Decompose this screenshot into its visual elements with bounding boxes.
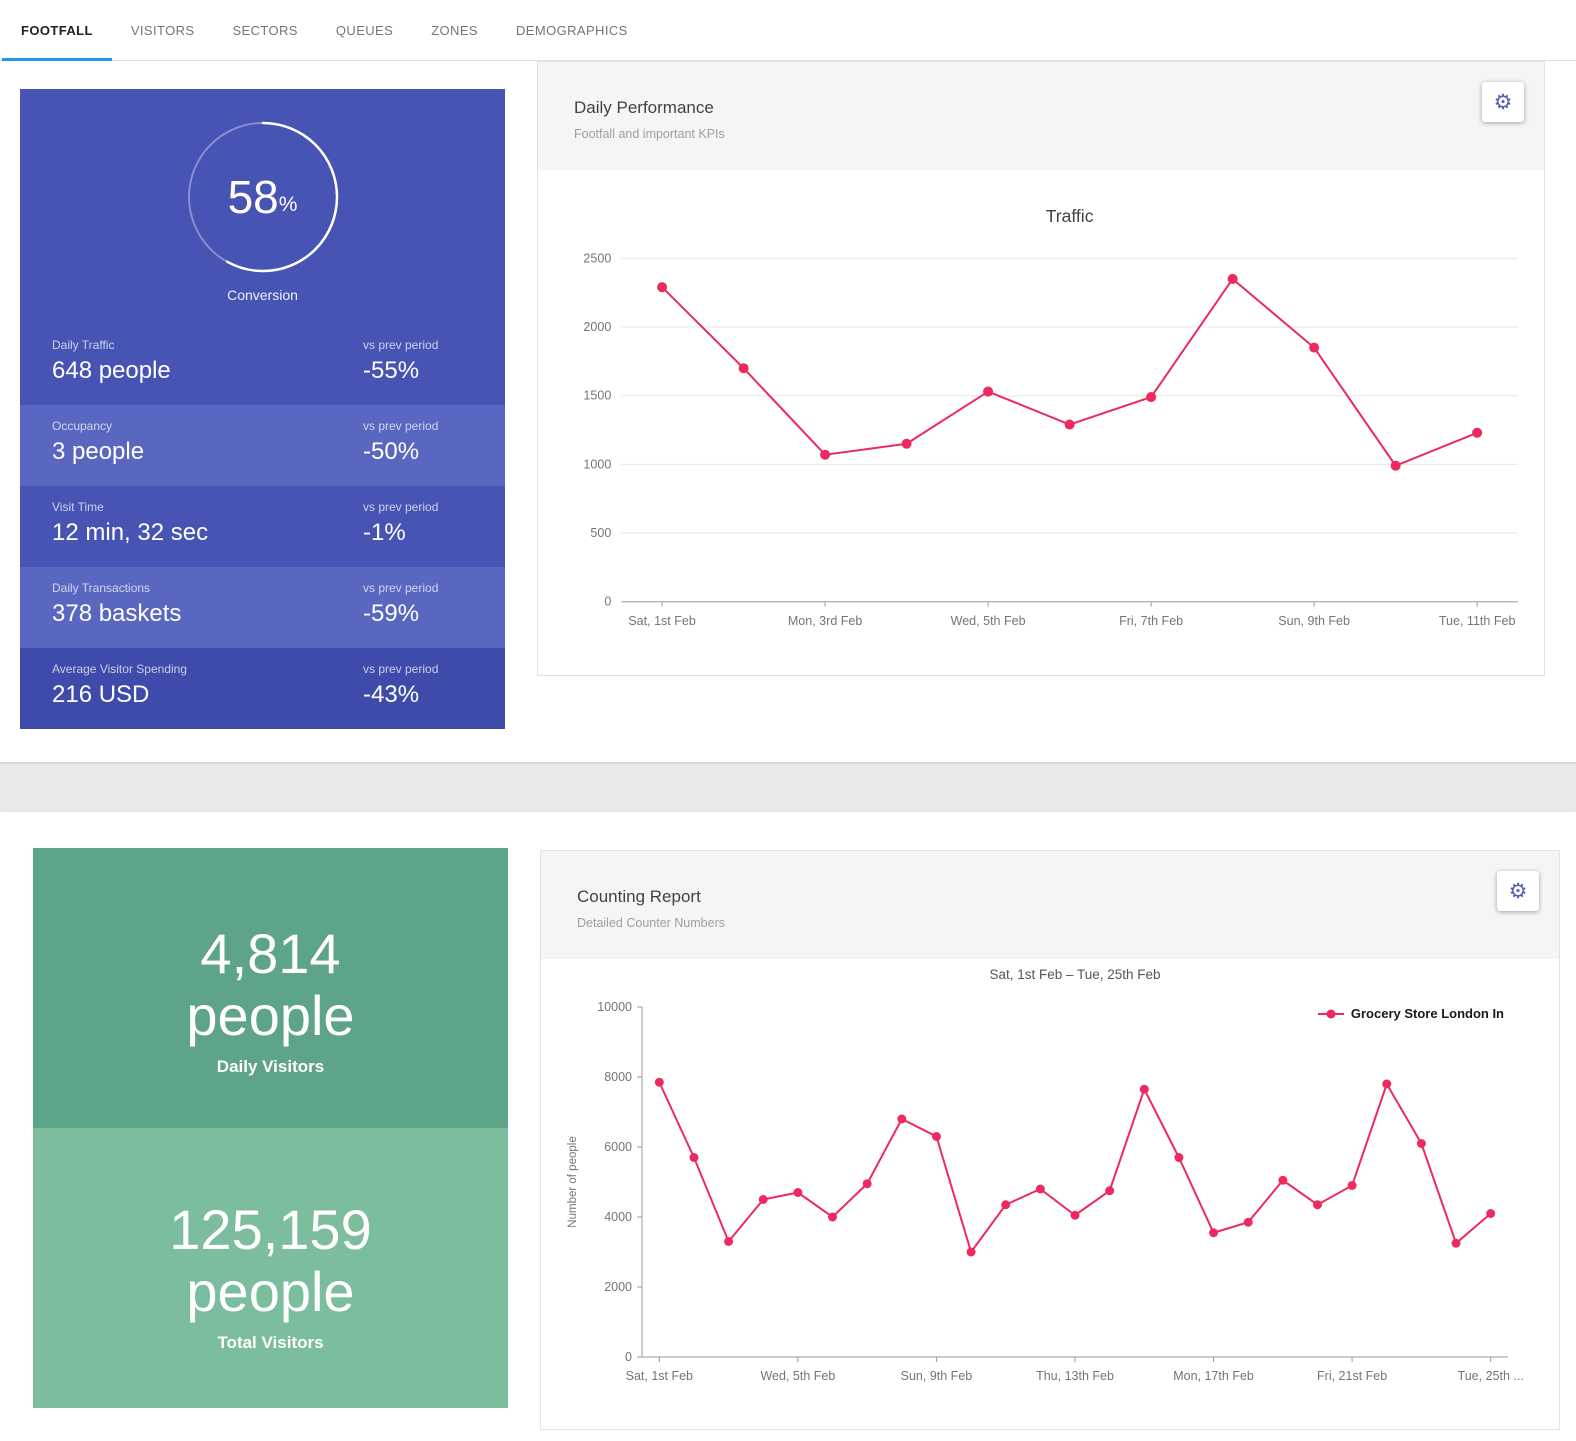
- daily-performance-header: Daily Performance Footfall and important…: [538, 62, 1544, 170]
- kpi-value: 378 baskets: [52, 600, 182, 627]
- kpi-panel: 58 % Conversion Daily Traffic 648 people…: [20, 89, 505, 729]
- counting-report-card: ⚙ Counting Report Detailed Counter Numbe…: [540, 850, 1560, 1430]
- tab-queues[interactable]: QUEUES: [335, 22, 394, 38]
- kpi-label: Visit Time: [52, 500, 104, 514]
- chart-legend[interactable]: Grocery Store London In: [1317, 1006, 1504, 1021]
- tab-bar: FOOTFALL VISITORS SECTORS QUEUES ZONES D…: [0, 0, 1576, 61]
- footfall-section: FOOTFALL VISITORS SECTORS QUEUES ZONES D…: [0, 0, 1576, 762]
- traffic-chart-area: 0 500 1000 1500 2000 2500 Sat, 1st Feb Mon, 3rd…: [538, 170, 1544, 677]
- svg-text:Sat, 1st Feb: Sat, 1st Feb: [626, 1369, 693, 1383]
- svg-text:0: 0: [604, 595, 611, 609]
- kpi-vs-label: vs prev period: [363, 500, 439, 514]
- counting-line-chart: 0 2000 4000 6000 8000 10000 Sat, 1st Feb Wed, 5…: [567, 967, 1524, 1383]
- svg-text:10000: 10000: [597, 1000, 632, 1014]
- svg-text:Mon, 3rd Feb: Mon, 3rd Feb: [788, 614, 863, 628]
- tab-demographics[interactable]: DEMOGRAPHICS: [516, 22, 628, 38]
- kpi-vs-label: vs prev period: [363, 338, 439, 352]
- svg-text:1500: 1500: [583, 389, 611, 403]
- total-visitors-block: 125,159 people Total Visitors: [33, 1128, 508, 1408]
- kpi-value: 648 people: [52, 357, 171, 384]
- conversion-gauge: 58 % Conversion: [20, 89, 505, 324]
- svg-text:Sat, 1st Feb – Tue, 25th Feb: Sat, 1st Feb – Tue, 25th Feb: [989, 967, 1160, 982]
- daily-visitors-value: 4,814: [200, 922, 341, 986]
- daily-visitors-block: 4,814 people Daily Visitors: [33, 848, 508, 1128]
- tab-visitors[interactable]: VISITORS: [130, 22, 195, 38]
- kpi-vs-value: -1%: [363, 519, 406, 546]
- daily-visitors-label: Daily Visitors: [216, 1056, 325, 1076]
- kpi-vs-value: -43%: [363, 681, 420, 708]
- svg-text:Tue, 11th Feb: Tue, 11th Feb: [1439, 614, 1516, 628]
- kpi-label: Average Visitor Spending: [52, 662, 187, 676]
- top-content: 58 % Conversion Daily Traffic 648 people…: [0, 61, 1576, 729]
- kpi-vs-value: -50%: [363, 438, 420, 465]
- panel-subtitle: Footfall and important KPIs: [574, 127, 725, 141]
- conversion-unit: %: [278, 192, 298, 216]
- daily-visitors-unit: people: [186, 984, 355, 1047]
- kpi-row-daily-transactions: Daily Transactions 378 baskets vs prev p…: [20, 567, 505, 648]
- conversion-number: 58: [227, 171, 279, 223]
- svg-text:Wed, 5th Feb: Wed, 5th Feb: [951, 614, 1026, 628]
- gear-icon: ⚙: [1493, 90, 1513, 114]
- svg-text:Traffic: Traffic: [1046, 206, 1094, 226]
- kpi-vs-value: -55%: [363, 357, 420, 384]
- tab-footfall[interactable]: FOOTFALL: [2, 0, 112, 61]
- legend-label: Grocery Store London In: [1350, 1006, 1504, 1021]
- svg-text:Fri, 7th Feb: Fri, 7th Feb: [1119, 614, 1183, 628]
- svg-text:2000: 2000: [604, 1280, 632, 1294]
- conversion-label: Conversion: [227, 287, 298, 303]
- counting-section: 4,814 people Daily Visitors 125,159 peop…: [0, 812, 1576, 1441]
- traffic-line-chart: 0 500 1000 1500 2000 2500 Sat, 1st Feb Mon, 3rd…: [583, 206, 1518, 628]
- total-visitors-unit: people: [186, 1260, 355, 1323]
- conversion-value: 58 %: [185, 119, 341, 275]
- kpi-vs-label: vs prev period: [363, 419, 439, 433]
- svg-text:8000: 8000: [604, 1070, 632, 1084]
- kpi-row-visit-time: Visit Time 12 min, 32 sec vs prev period…: [20, 486, 505, 567]
- conversion-ring: [187, 121, 338, 273]
- svg-text:1000: 1000: [583, 457, 611, 471]
- kpi-row-occupancy: Occupancy 3 people vs prev period -50%: [20, 405, 505, 486]
- svg-text:4000: 4000: [604, 1210, 632, 1224]
- kpi-vs-value: -59%: [363, 600, 420, 627]
- panel-title: Counting Report: [577, 887, 701, 906]
- panel-subtitle: Detailed Counter Numbers: [577, 916, 725, 930]
- kpi-label: Daily Traffic: [52, 338, 115, 352]
- kpi-vs-label: vs prev period: [363, 662, 439, 676]
- kpi-value: 12 min, 32 sec: [52, 519, 209, 546]
- svg-text:Tue, 25th ...: Tue, 25th ...: [1458, 1369, 1524, 1383]
- svg-text:Number of people: Number of people: [567, 1136, 579, 1227]
- svg-text:Sun, 9th Feb: Sun, 9th Feb: [901, 1369, 973, 1383]
- daily-performance-card: ⚙ Daily Performance Footfall and importa…: [537, 61, 1545, 676]
- svg-text:Sun, 9th Feb: Sun, 9th Feb: [1278, 614, 1350, 628]
- kpi-value: 3 people: [52, 438, 145, 465]
- kpi-vs-label: vs prev period: [363, 581, 439, 595]
- daily-performance-settings-button[interactable]: ⚙: [1482, 82, 1524, 122]
- tab-sectors[interactable]: SECTORS: [232, 22, 298, 38]
- kpi-value: 216 USD: [52, 681, 150, 708]
- svg-text:2000: 2000: [583, 320, 611, 334]
- panel-title: Daily Performance: [574, 98, 714, 117]
- svg-text:Mon, 17th Feb: Mon, 17th Feb: [1173, 1369, 1254, 1383]
- counting-chart-area: 0 2000 4000 6000 8000 10000 Sat, 1st Feb Wed, 5…: [541, 959, 1559, 1429]
- visitors-panel: 4,814 people Daily Visitors 125,159 peop…: [33, 848, 508, 1408]
- svg-text:0: 0: [625, 1350, 632, 1364]
- total-visitors-value: 125,159: [169, 1198, 372, 1262]
- counting-report-header: Counting Report Detailed Counter Numbers: [541, 851, 1559, 959]
- svg-text:Sat, 1st Feb: Sat, 1st Feb: [628, 614, 696, 628]
- legend-marker-icon: [1317, 1009, 1344, 1018]
- gear-icon: ⚙: [1508, 879, 1528, 903]
- svg-text:Wed, 5th Feb: Wed, 5th Feb: [760, 1369, 835, 1383]
- counting-report-settings-button[interactable]: ⚙: [1497, 871, 1539, 911]
- kpi-label: Occupancy: [52, 419, 113, 433]
- kpi-row-daily-traffic: Daily Traffic 648 people vs prev period …: [20, 324, 505, 405]
- kpi-label: Daily Transactions: [52, 581, 151, 595]
- tab-zones[interactable]: ZONES: [431, 22, 478, 38]
- svg-text:2500: 2500: [583, 251, 611, 265]
- kpi-row-average-spending: Average Visitor Spending 216 USD vs prev…: [20, 648, 505, 729]
- total-visitors-label: Total Visitors: [217, 1332, 324, 1352]
- svg-text:500: 500: [590, 526, 611, 540]
- svg-text:Fri, 21st Feb: Fri, 21st Feb: [1317, 1369, 1387, 1383]
- svg-text:Thu, 13th Feb: Thu, 13th Feb: [1036, 1369, 1114, 1383]
- svg-text:6000: 6000: [604, 1140, 632, 1154]
